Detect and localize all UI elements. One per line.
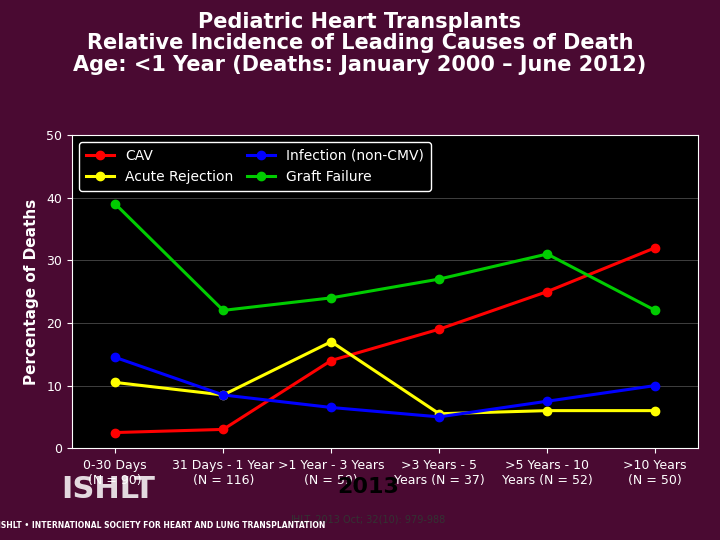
Y-axis label: Percentage of Deaths: Percentage of Deaths <box>24 199 40 384</box>
Legend: CAV, Acute Rejection, Infection (non-CMV), Graft Failure: CAV, Acute Rejection, Infection (non-CMV… <box>79 142 431 191</box>
Text: Age: <1 Year (Deaths: January 2000 – June 2012): Age: <1 Year (Deaths: January 2000 – Jun… <box>73 55 647 75</box>
Text: Relative Incidence of Leading Causes of Death: Relative Incidence of Leading Causes of … <box>86 33 634 53</box>
Text: ISHLT • INTERNATIONAL SOCIETY FOR HEART AND LUNG TRANSPLANTATION: ISHLT • INTERNATIONAL SOCIETY FOR HEART … <box>0 521 325 530</box>
Text: 2013: 2013 <box>337 477 399 497</box>
Text: ISHLT: ISHLT <box>61 475 155 504</box>
Text: JHLT. 2013 Oct; 32(10): 979-988: JHLT. 2013 Oct; 32(10): 979-988 <box>290 515 446 525</box>
Text: Pediatric Heart Transplants: Pediatric Heart Transplants <box>199 12 521 32</box>
